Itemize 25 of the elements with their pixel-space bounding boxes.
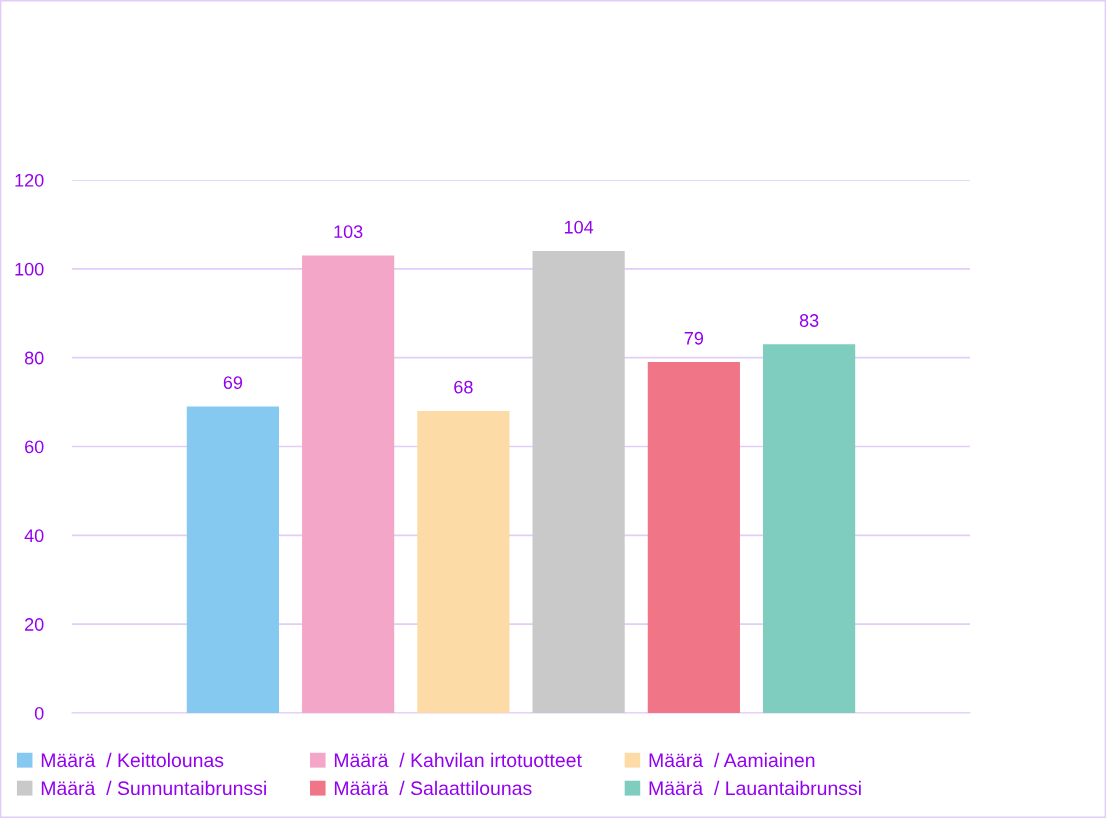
data-label: 104 [564,220,594,234]
y-tick-label: 100 [15,262,44,276]
data-label: 103 [334,225,363,239]
bar [302,255,395,713]
y-tick-label: 60 [25,440,44,454]
legend-label: Määrä / Salaattilounas [334,780,532,796]
y-tick-label: 40 [24,529,44,543]
y-tick-label: 80 [24,351,44,365]
legend-label: Määrä / Kahvilan irtotuotteet [334,752,582,768]
data-label: 79 [684,331,704,345]
legend-label: Määrä / Lauantaibrunssi [649,780,861,796]
y-tick-label: 20 [25,618,44,631]
legend-label: Määrä / Keittolounas [41,752,224,768]
legend-label: Määrä / Aamiainen [649,752,815,768]
legend-label: Määrä / Sunnuntaibrunssi [41,780,266,796]
data-label: 69 [223,376,243,390]
data-label: 83 [799,314,819,327]
bar [532,251,625,713]
bar [417,410,510,713]
bar [763,344,856,713]
data-label: 68 [454,380,473,394]
bar [647,362,740,713]
bar [186,406,279,713]
y-tick-label: 0 [34,706,44,720]
y-tick-label: 120 [15,173,44,187]
